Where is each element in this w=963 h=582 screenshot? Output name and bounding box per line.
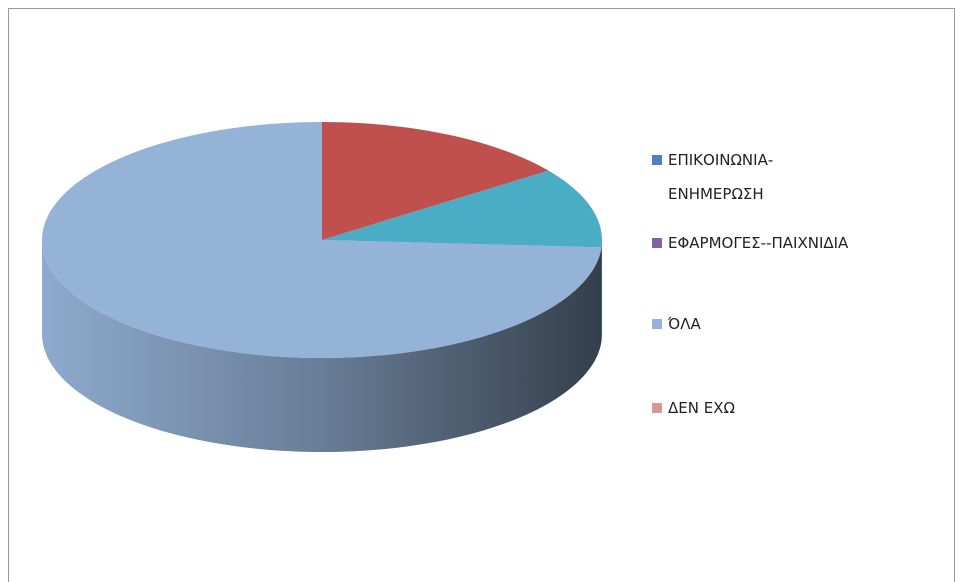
legend-swatch	[652, 155, 662, 165]
chart-frame	[8, 8, 955, 582]
legend-label: ΔΕΝ ΕΧΩ	[668, 399, 735, 417]
legend-label: ΕΦΑΡΜΟΓΕΣ--ΠΑΙΧΝΙΔΙΑ	[668, 234, 849, 252]
legend-label: ΌΛΑ	[668, 315, 701, 333]
pie-slice	[322, 170, 602, 248]
legend-swatch	[652, 238, 662, 248]
legend-label: ΕΠΙΚΟΙΝΩΝΙΑ-ΕΝΗΜΕΡΩΣΗ	[668, 151, 774, 203]
legend-swatch	[652, 319, 662, 329]
legend-swatch	[652, 403, 662, 413]
pie-side-shade	[601, 240, 602, 342]
pie-slice	[42, 122, 602, 358]
pie-slice	[322, 122, 549, 240]
pie-side-shade	[42, 240, 602, 452]
